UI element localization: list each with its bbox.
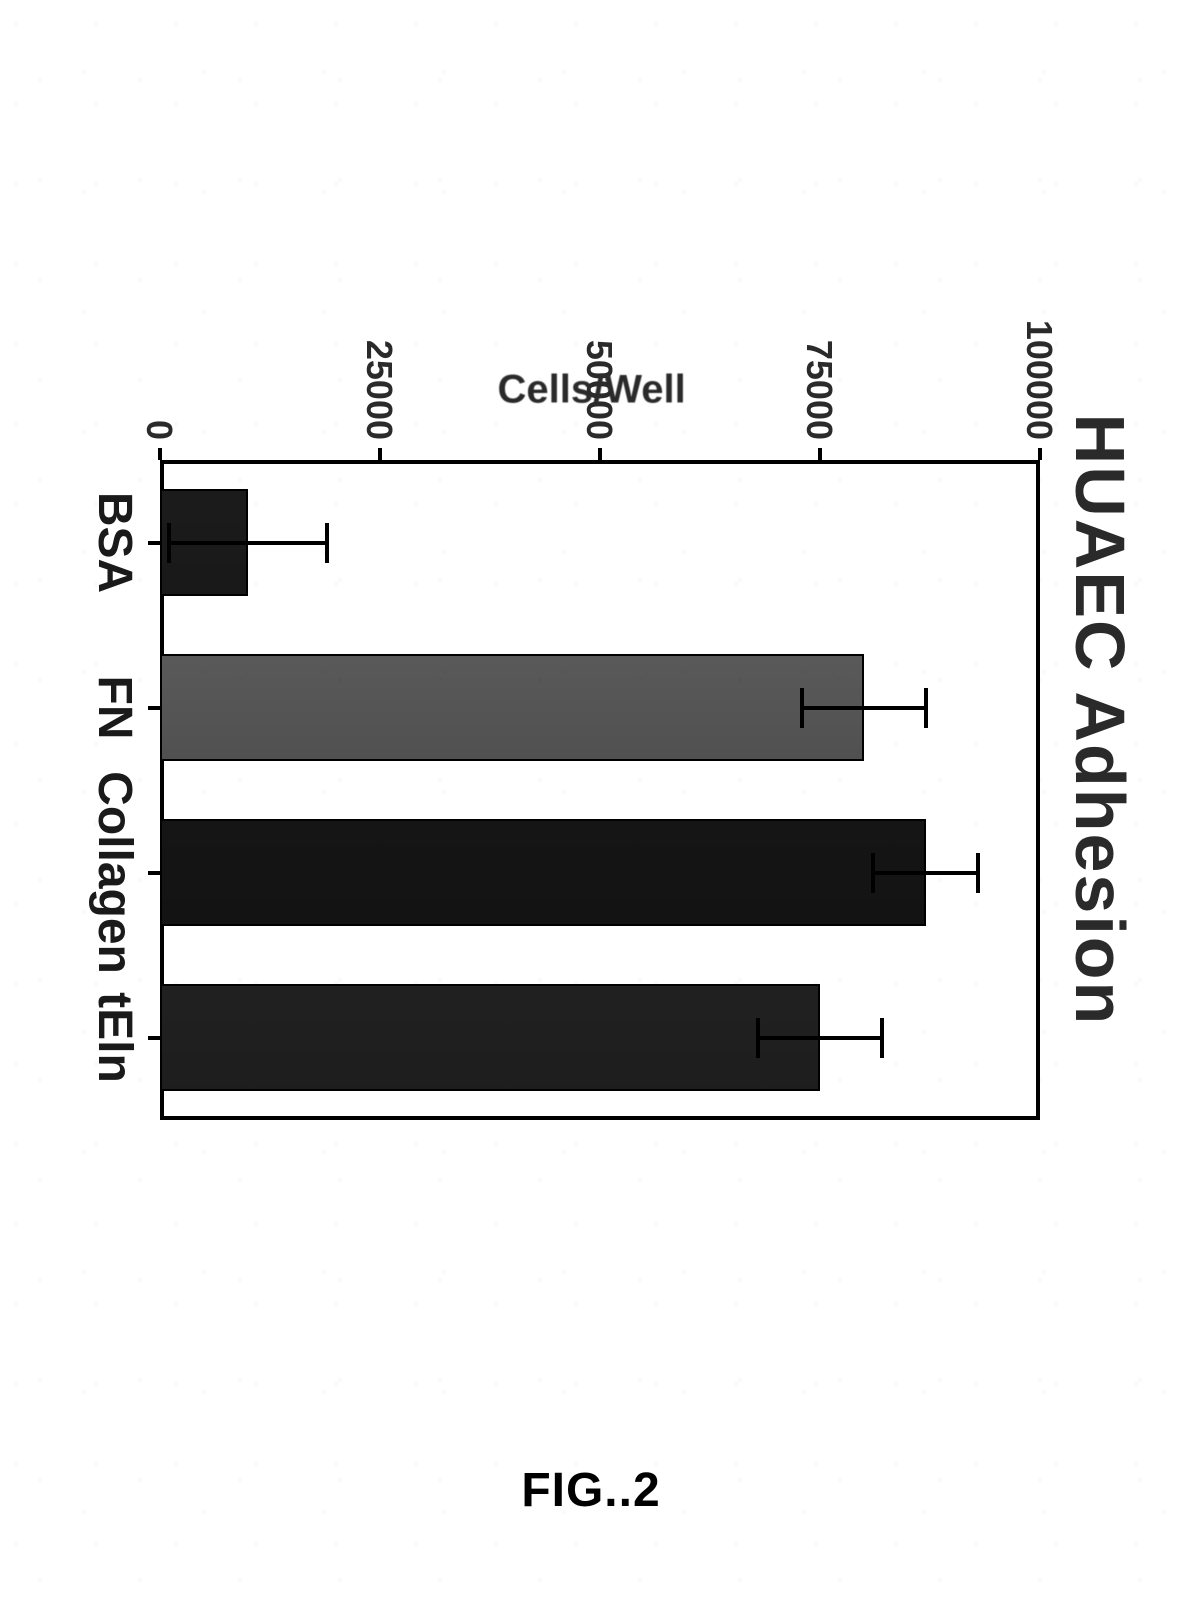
error-bar-cap [871,853,875,893]
error-bar-cap [167,523,171,563]
error-bar [169,541,327,545]
y-tick-label: 100000 [1018,300,1060,440]
y-tick-mark [1038,448,1042,460]
chart-frame: HUAEC Adhesion Cells/Well 02500050000750… [30,280,1150,1160]
bar-fn [160,654,864,761]
x-tick-mark [148,1036,160,1040]
y-tick-mark [818,448,822,460]
x-tick-mark [148,706,160,710]
y-tick-mark [598,448,602,460]
error-bar-cap [800,688,804,728]
error-bar [873,871,979,875]
x-tick-mark [148,541,160,545]
y-tick-label: 0 [138,300,180,440]
rotated-chart-container: HUAEC Adhesion Cells/Well 02500050000750… [30,280,1150,1160]
bar-collagen [160,819,926,926]
error-bar-cap [880,1018,884,1058]
chart-title: HUAEC Adhesion [1060,280,1140,1160]
y-tick-label: 50000 [578,300,620,440]
error-bar-cap [325,523,329,563]
y-tick-label: 25000 [358,300,400,440]
y-tick-mark [378,448,382,460]
x-category-label: tEln [87,918,142,1158]
page: HUAEC Adhesion Cells/Well 02500050000750… [0,0,1182,1598]
error-bar [758,1036,881,1040]
error-bar-cap [924,688,928,728]
error-bar-cap [756,1018,760,1058]
y-tick-label: 75000 [798,300,840,440]
bar-teln [160,984,820,1091]
x-tick-mark [148,871,160,875]
figure-caption: FIG..2 [0,1463,1182,1518]
error-bar [802,706,925,710]
y-tick-mark [158,448,162,460]
error-bar-cap [976,853,980,893]
